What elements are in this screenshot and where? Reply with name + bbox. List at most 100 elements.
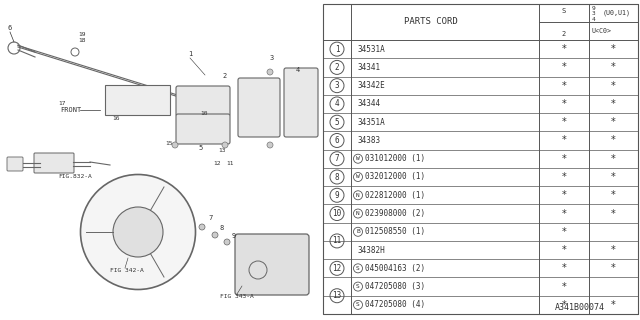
Text: 18: 18 [78, 38, 86, 43]
Text: *: * [611, 263, 616, 273]
Text: PARTS CORD: PARTS CORD [404, 18, 458, 27]
Text: *: * [611, 44, 616, 54]
Text: *: * [562, 227, 566, 237]
Text: 5: 5 [335, 118, 339, 127]
Text: 16: 16 [112, 116, 120, 121]
Text: *: * [562, 99, 566, 109]
Text: 031012000 (1): 031012000 (1) [365, 154, 425, 163]
Text: 13: 13 [332, 291, 342, 300]
Text: (U0,U1): (U0,U1) [603, 10, 631, 16]
Text: 12: 12 [332, 264, 342, 273]
Circle shape [267, 142, 273, 148]
Text: 047205080 (4): 047205080 (4) [365, 300, 425, 309]
Text: 9: 9 [335, 191, 339, 200]
Text: S: S [356, 266, 360, 271]
Text: *: * [611, 99, 616, 109]
Text: 7: 7 [208, 215, 212, 221]
Text: FIG 342-A: FIG 342-A [110, 268, 144, 273]
Text: 11: 11 [226, 161, 234, 166]
Text: *: * [611, 117, 616, 127]
Bar [0, 0, 322, 320]
Text: 023908000 (2): 023908000 (2) [365, 209, 425, 218]
Text: B: B [356, 229, 360, 234]
Text: *: * [562, 44, 566, 54]
FancyBboxPatch shape [284, 68, 318, 137]
Text: *: * [611, 300, 616, 310]
FancyBboxPatch shape [235, 234, 309, 295]
Text: *: * [562, 282, 566, 292]
Circle shape [199, 224, 205, 230]
Circle shape [267, 69, 273, 75]
Text: S: S [562, 8, 566, 14]
Text: 34341: 34341 [357, 63, 380, 72]
Text: *: * [562, 300, 566, 310]
Text: FIG 343-A: FIG 343-A [220, 294, 253, 299]
Text: *: * [611, 154, 616, 164]
Circle shape [212, 232, 218, 238]
Text: 12: 12 [213, 161, 221, 166]
Text: *: * [562, 154, 566, 164]
Text: FIG.832-A: FIG.832-A [58, 174, 92, 179]
Text: 7: 7 [335, 154, 339, 163]
Text: *: * [562, 245, 566, 255]
Text: 19: 19 [78, 32, 86, 37]
Text: 045004163 (2): 045004163 (2) [365, 264, 425, 273]
Text: *: * [611, 190, 616, 200]
Text: *: * [562, 62, 566, 72]
Text: A341B00074: A341B00074 [555, 303, 605, 312]
Text: *: * [562, 190, 566, 200]
Text: FRONT: FRONT [60, 107, 81, 113]
FancyBboxPatch shape [34, 153, 74, 173]
Text: 6: 6 [8, 25, 12, 31]
Text: 34383: 34383 [357, 136, 380, 145]
Circle shape [222, 142, 228, 148]
Text: 15: 15 [165, 141, 173, 146]
Circle shape [172, 142, 178, 148]
Text: 5: 5 [198, 145, 202, 151]
Text: 2: 2 [562, 31, 566, 37]
FancyBboxPatch shape [176, 86, 230, 116]
Bar [323, 4, 638, 314]
Text: 13: 13 [218, 148, 225, 153]
Text: 2: 2 [335, 63, 339, 72]
Text: 3: 3 [270, 55, 275, 61]
Text: 4: 4 [335, 100, 339, 108]
FancyBboxPatch shape [105, 85, 170, 115]
Text: 8: 8 [220, 225, 224, 231]
Text: *: * [562, 135, 566, 146]
Text: 11: 11 [332, 236, 342, 245]
Text: 34342E: 34342E [357, 81, 385, 90]
Text: 9: 9 [232, 233, 236, 239]
Text: 6: 6 [335, 136, 339, 145]
Text: *: * [562, 117, 566, 127]
Text: 1: 1 [335, 44, 339, 54]
Text: 10: 10 [200, 111, 207, 116]
Text: N: N [356, 193, 360, 198]
Text: S: S [356, 302, 360, 308]
Text: 34344: 34344 [357, 100, 380, 108]
Text: 17: 17 [58, 101, 65, 106]
Text: W: W [356, 174, 360, 180]
Text: 34382H: 34382H [357, 245, 385, 255]
Text: *: * [611, 81, 616, 91]
Text: *: * [562, 172, 566, 182]
Text: *: * [611, 245, 616, 255]
Circle shape [224, 239, 230, 245]
Text: S: S [356, 284, 360, 289]
Text: *: * [611, 135, 616, 146]
Text: 3: 3 [335, 81, 339, 90]
Text: W: W [356, 156, 360, 161]
Text: 032012000 (1): 032012000 (1) [365, 172, 425, 181]
Text: *: * [562, 209, 566, 219]
FancyBboxPatch shape [7, 157, 23, 171]
Text: *: * [611, 62, 616, 72]
FancyBboxPatch shape [238, 78, 280, 137]
Circle shape [113, 207, 163, 257]
Text: 012508550 (1): 012508550 (1) [365, 227, 425, 236]
Text: *: * [611, 209, 616, 219]
Text: 2: 2 [222, 73, 227, 79]
Text: 10: 10 [332, 209, 342, 218]
Text: 34531A: 34531A [357, 44, 385, 54]
Text: *: * [562, 81, 566, 91]
Text: 022812000 (1): 022812000 (1) [365, 191, 425, 200]
